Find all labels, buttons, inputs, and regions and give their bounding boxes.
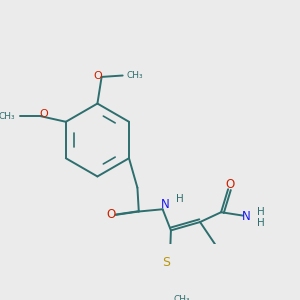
Text: N: N — [160, 198, 169, 211]
Text: H: H — [176, 194, 184, 204]
Text: H: H — [257, 218, 265, 228]
Text: O: O — [225, 178, 234, 191]
Text: H: H — [257, 207, 265, 217]
Text: N: N — [242, 211, 251, 224]
Text: O: O — [106, 208, 116, 221]
Text: CH₃: CH₃ — [0, 112, 15, 121]
Text: O: O — [40, 109, 48, 119]
Text: CH₃: CH₃ — [127, 71, 144, 80]
Text: CH₃: CH₃ — [173, 296, 190, 300]
Text: S: S — [163, 256, 170, 269]
Text: O: O — [94, 70, 102, 80]
